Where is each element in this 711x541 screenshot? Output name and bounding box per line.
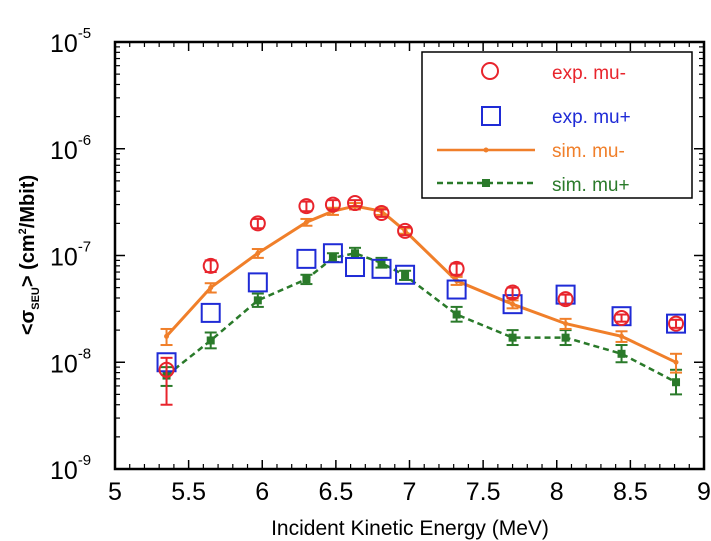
x-tick-label: 6.5 (318, 478, 353, 506)
sim-mu-minus-point (673, 359, 679, 365)
y-tick-label: 10-6 (50, 132, 91, 165)
exp-mu-minus-point (557, 291, 574, 308)
sim-mu-minus-point (208, 285, 214, 291)
exp-mu-minus-point (397, 222, 414, 239)
sim-mu-minus-line (165, 204, 677, 364)
y-tick-label: 10-7 (50, 239, 91, 272)
legend-marker-sim-mu-minus (483, 147, 489, 153)
exp-mu-plus-point (322, 243, 343, 264)
exp-mu-minus-point (668, 315, 685, 332)
x-tick-label: 8 (550, 478, 564, 506)
exp-mu-plus-point (247, 272, 268, 293)
y-tick-base: 10 (50, 350, 78, 378)
series-layer (156, 195, 687, 406)
y-tick-label: 10-8 (50, 345, 91, 378)
y-tick-base: 10 (50, 244, 78, 272)
x-tick-label: 7.5 (466, 478, 501, 506)
exp-mu-plus-point (371, 258, 392, 279)
sim-mu-plus-point (452, 310, 461, 319)
x-tick-label: 9 (697, 478, 711, 506)
legend-marker-exp-mu-minus (481, 62, 499, 80)
exp-mu-minus-point (613, 309, 630, 326)
sim-mu-minus-point (255, 250, 261, 256)
sim-mu-minus-point (164, 333, 170, 339)
y-label-superscript: 2 (17, 228, 29, 234)
sim-mu-plus-point (302, 275, 311, 284)
sim-mu-plus-point (561, 333, 570, 342)
y-tick-exponent: -5 (78, 25, 91, 42)
sim-mu-plus-point (253, 296, 262, 305)
exp-mu-minus-point (448, 260, 465, 277)
legend-label-sim-mu-plus: sim. mu+ (552, 175, 630, 196)
sim-mu-plus-point (617, 349, 626, 358)
x-tick-label: 5.5 (171, 478, 206, 506)
y-tick-exponent: -6 (78, 132, 91, 149)
y-label-end: /Mbit) (17, 175, 39, 228)
x-axis-label: Incident Kinetic Energy (MeV) (271, 517, 549, 540)
x-axis-ticks: 5 5.5 6 6.5 7 7.5 8 8.5 9 (108, 42, 711, 506)
exp-mu-plus-point (200, 302, 221, 323)
sim-mu-minus-point (510, 301, 516, 307)
sim-mu-minus-point (619, 333, 625, 339)
exp-mu-minus-point (347, 195, 364, 212)
legend-marker-exp-mu-plus (481, 106, 501, 126)
y-label-suffix: > (cm (17, 234, 39, 287)
x-tick-label: 7 (403, 478, 417, 506)
exp-mu-plus-point (446, 279, 467, 300)
y-label-prefix: <σ (17, 309, 39, 335)
sim-mu-plus-point (351, 249, 360, 258)
y-tick-base: 10 (50, 137, 78, 165)
sim-mu-minus-point (563, 321, 569, 327)
y-label-subscript: SEU (30, 287, 42, 310)
y-axis-ticks: 10-910-810-710-610-5 (50, 25, 704, 485)
legend-label-sim-mu-minus: sim. mu- (552, 141, 625, 162)
exp-mu-plus-point (345, 257, 366, 278)
exp-mu-plus-point (666, 313, 687, 334)
y-tick-exponent: -8 (78, 345, 91, 362)
x-tick-label: 8.5 (613, 478, 648, 506)
exp-mu-minus-point (202, 257, 219, 274)
sim-mu-plus-point (401, 271, 410, 280)
exp-mu-plus-point (296, 248, 317, 269)
sim-mu-plus-point (672, 378, 681, 387)
legend-label-exp-mu-minus: exp. mu- (552, 63, 626, 84)
y-tick-label: 10-5 (50, 25, 91, 58)
sim-mu-plus-point (377, 259, 386, 268)
legend-marker-sim-mu-plus (482, 179, 490, 187)
exp-mu-minus-point (298, 198, 315, 215)
exp-mu-minus-point (324, 196, 341, 213)
exp-mu-plus-point (395, 264, 416, 285)
exp-mu-minus-point (158, 361, 175, 378)
exp-mu-minus-point (249, 215, 266, 232)
y-tick-base: 10 (50, 30, 78, 58)
legend-label-exp-mu-plus: exp. mu+ (552, 107, 631, 128)
y-tick-exponent: -7 (78, 239, 91, 256)
sim-mu-minus-point (303, 219, 309, 225)
y-tick-label: 10-9 (50, 452, 91, 485)
legend-box (421, 51, 693, 199)
exp-mu-minus-point (504, 284, 521, 301)
legend: exp. mu- exp. mu+ sim. mu- sim. mu+ (421, 51, 693, 199)
y-tick-exponent: -9 (78, 452, 91, 469)
x-tick-label: 6 (255, 478, 269, 506)
sim-mu-plus-line (165, 251, 677, 384)
sim-mu-plus-point (206, 336, 215, 345)
sim-mu-plus-point (508, 333, 517, 342)
y-tick-base: 10 (50, 457, 78, 485)
x-tick-label: 5 (108, 478, 122, 506)
sim-mu-plus-point (328, 253, 337, 262)
exp-mu-minus-point (373, 205, 390, 222)
y-axis-label: <σSEU> (cm2/Mbit) (17, 175, 42, 335)
